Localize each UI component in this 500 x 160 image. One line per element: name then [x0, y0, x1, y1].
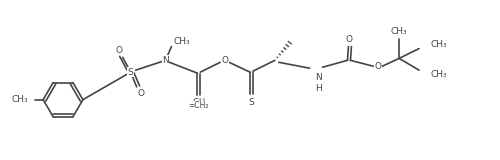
Text: =CH₂: =CH₂: [188, 101, 208, 110]
Text: CH₃: CH₃: [391, 27, 407, 36]
Text: O: O: [137, 89, 144, 98]
Text: CH₃: CH₃: [12, 95, 28, 104]
Text: O: O: [115, 46, 122, 55]
Text: S: S: [248, 98, 254, 107]
Text: O: O: [346, 35, 353, 44]
Text: S: S: [128, 68, 134, 77]
Text: CH₃: CH₃: [431, 70, 448, 79]
Text: CH₃: CH₃: [431, 40, 448, 49]
Text: CH₃: CH₃: [174, 37, 190, 46]
Text: O: O: [222, 56, 228, 65]
Text: O: O: [375, 62, 382, 71]
Text: N: N: [162, 56, 169, 65]
Text: =CH₂: =CH₂: [188, 103, 208, 112]
Text: =CH₂: =CH₂: [186, 98, 208, 107]
Text: N
H: N H: [314, 73, 322, 92]
